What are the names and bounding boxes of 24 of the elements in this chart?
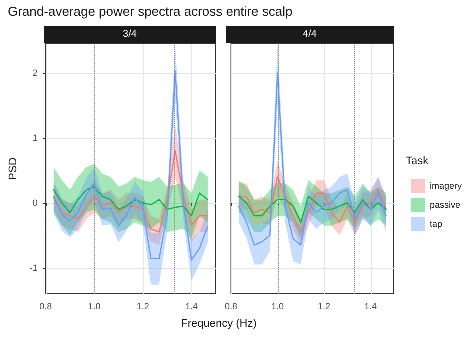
y-tick-label: -1: [30, 263, 38, 274]
line-series: [53, 70, 209, 261]
x-tick-label: 1.0: [88, 302, 101, 312]
x-tick-label: 1.4: [364, 302, 378, 312]
line-series: [53, 186, 209, 217]
line-series: [53, 150, 209, 233]
x-tick-label: 1.4: [185, 302, 198, 312]
x-tick-label: 1.2: [318, 302, 331, 312]
y-tick-label: 1: [32, 133, 38, 144]
y-tick-label: 0: [32, 198, 38, 208]
x-tick-label: 1.2: [136, 302, 150, 312]
chart-subtitle: 4/4: [303, 29, 318, 40]
x-tick-label: 0.8: [40, 302, 52, 312]
y-tick-label: 2: [32, 68, 38, 78]
chart-subtitle: 3/4: [123, 29, 138, 40]
x-tick-label: 1.0: [271, 302, 284, 312]
legend-title: Task: [406, 156, 430, 168]
legend-label: tap: [430, 219, 443, 229]
legend-label: imagery: [430, 181, 463, 191]
x-tick-label: 0.8: [225, 302, 238, 312]
y-axis-title: PSD: [8, 158, 20, 180]
legend-label: passive: [430, 200, 461, 210]
x-axis-title: Frequency (Hz): [180, 318, 258, 330]
chart-title: Grand-average power spectra across entire scalp: [8, 4, 293, 19]
